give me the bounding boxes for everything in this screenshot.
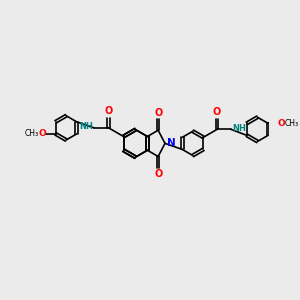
Text: O: O (104, 106, 113, 116)
Text: CH₃: CH₃ (284, 118, 298, 127)
Text: O: O (278, 119, 286, 128)
Text: NH: NH (79, 122, 93, 131)
Text: O: O (154, 107, 162, 118)
Text: O: O (213, 107, 221, 117)
Text: NH: NH (232, 124, 246, 133)
Text: N: N (167, 138, 176, 148)
Text: O: O (38, 129, 46, 138)
Text: O: O (154, 169, 162, 179)
Text: CH₃: CH₃ (25, 129, 39, 138)
